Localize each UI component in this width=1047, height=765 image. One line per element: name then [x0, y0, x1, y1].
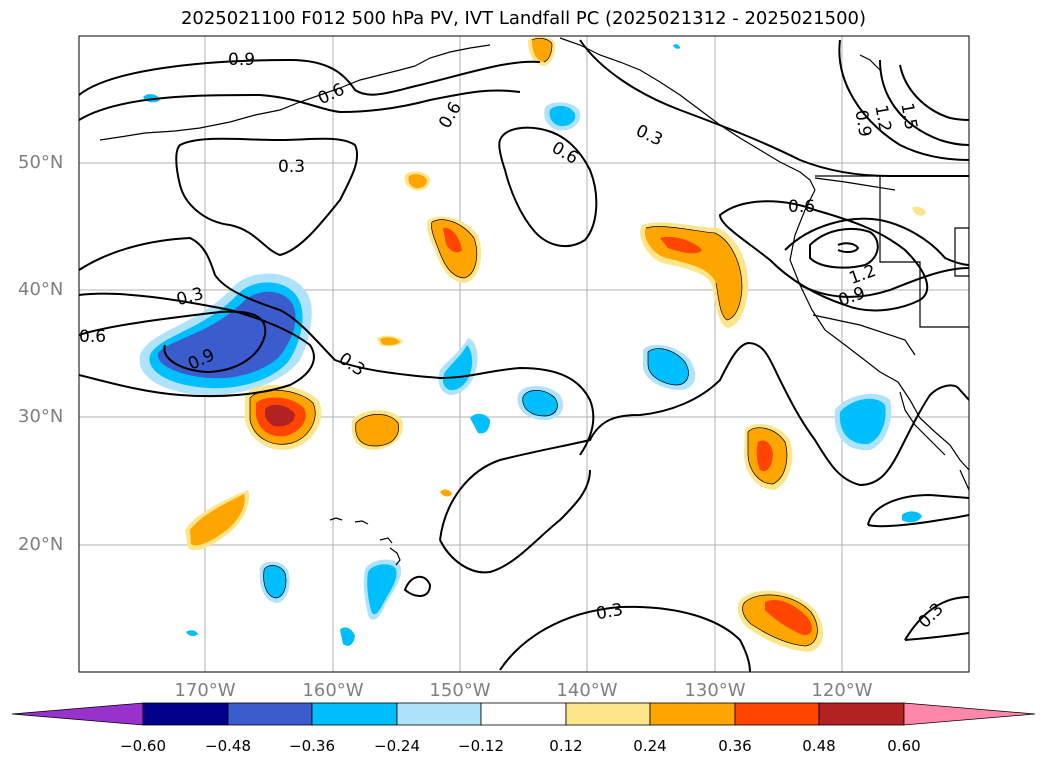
colorbar-segment	[734, 702, 820, 726]
lon-label: 170°W	[174, 680, 236, 701]
pv-contours	[79, 39, 969, 672]
colorbar-tick-label: 0.36	[718, 737, 752, 755]
map-title: 2025021100 F012 500 hPa PV, IVT Landfall…	[180, 8, 867, 29]
lon-label: 120°W	[811, 680, 873, 701]
map-frame	[78, 35, 970, 673]
colorbar-tick-label: −0.24	[374, 737, 420, 755]
lon-label: 140°W	[556, 680, 618, 701]
colorbar-segment	[142, 702, 229, 726]
lat-label: 50°N	[18, 152, 64, 173]
colorbar-tick-label: −0.12	[458, 737, 504, 755]
colorbar-tick-label: −0.36	[289, 737, 335, 755]
contour-label: 0.9	[850, 108, 874, 138]
lat-label: 30°N	[18, 406, 64, 427]
colorbar-tick-label: 0.12	[549, 737, 583, 755]
colorbar-segment	[227, 702, 313, 726]
lat-label: 40°N	[18, 279, 64, 300]
lon-label: 160°W	[302, 680, 364, 701]
colorbar-extend-high	[903, 702, 1036, 726]
lat-label: 20°N	[18, 534, 64, 555]
contour-label: 1.5	[896, 101, 920, 131]
colorbar-tick-label: 0.24	[633, 737, 667, 755]
lon-label: 130°W	[684, 680, 746, 701]
anomaly-outlines	[249, 38, 818, 647]
contour-label: 1.2	[870, 103, 894, 133]
contour-label: 0.3	[594, 600, 624, 624]
colorbar-tick-label: −0.60	[120, 737, 166, 755]
contour-label: 0.6	[788, 197, 815, 217]
colorbar-segment	[480, 702, 567, 726]
colorbar-segment	[311, 702, 398, 726]
pv-positive-anomalies	[185, 36, 926, 652]
contour-label: 0.9	[228, 50, 255, 70]
colorbar-tick-label: 0.48	[802, 737, 836, 755]
colorbar-extend-low	[11, 702, 144, 726]
pv-negative-anomalies	[139, 44, 922, 646]
colorbar-segment	[396, 702, 482, 726]
colorbar	[11, 702, 1036, 726]
colorbar-tick-label: −0.48	[205, 737, 251, 755]
lon-label: 150°W	[429, 680, 491, 701]
colorbar-segment	[649, 702, 736, 726]
colorbar-tick-label: 0.60	[887, 737, 921, 755]
contour-label: 0.6	[79, 327, 106, 347]
colorbar-segment	[818, 702, 905, 726]
colorbar-segment	[565, 702, 651, 726]
contour-label: 0.3	[278, 157, 305, 177]
